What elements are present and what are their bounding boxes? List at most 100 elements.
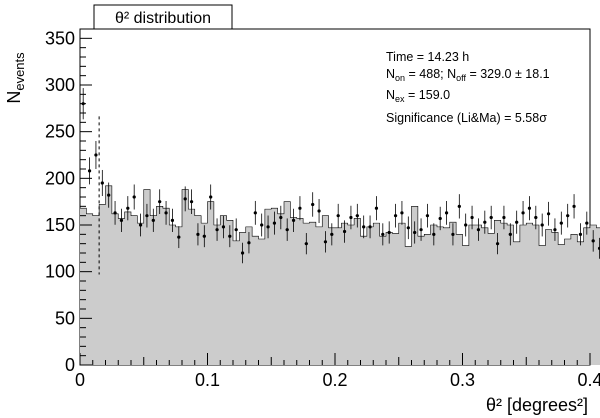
on-point-marker	[572, 204, 576, 208]
on-point-marker	[304, 242, 308, 246]
on-point-marker	[330, 232, 334, 236]
on-point	[291, 208, 296, 232]
on-point	[164, 200, 168, 225]
on-point-marker	[170, 218, 175, 222]
on-point-marker	[221, 225, 226, 229]
on-point	[285, 218, 289, 241]
on-point	[100, 169, 104, 197]
on-point-marker	[228, 234, 232, 238]
chart-title-box: θ² distribution	[93, 4, 233, 30]
n-on-sub: on	[395, 73, 405, 83]
on-point-marker	[164, 211, 168, 215]
on-point	[559, 211, 563, 235]
chart-title: θ² distribution	[115, 10, 211, 27]
x-tick-label: 0	[75, 370, 85, 390]
y-axis-title-sub: events	[12, 52, 27, 91]
y-axis-title: Nevents	[4, 52, 27, 104]
on-point-marker	[393, 214, 398, 218]
on-point-marker	[432, 232, 436, 236]
x-tick-label: 0.3	[450, 370, 475, 390]
on-point-marker	[476, 228, 481, 232]
on-point-marker	[291, 218, 296, 222]
n-ex-sub: ex	[395, 94, 405, 104]
on-point-marker	[374, 206, 379, 210]
on-point	[572, 194, 576, 219]
on-point-marker	[272, 221, 277, 225]
on-point	[177, 226, 181, 249]
on-point-marker	[508, 232, 512, 236]
on-point	[240, 242, 245, 264]
on-point	[362, 215, 366, 239]
on-point-marker	[438, 216, 442, 221]
on-point-marker	[578, 232, 583, 236]
stat-n-ex: Nex = 159.0	[386, 88, 450, 104]
on-point-marker	[113, 211, 117, 215]
on-point-marker	[495, 242, 500, 246]
off-histogram	[80, 185, 600, 365]
on-point-marker	[489, 215, 493, 220]
on-point-marker	[387, 230, 391, 235]
on-point-marker	[451, 232, 455, 236]
on-point	[272, 211, 277, 235]
on-point-marker	[355, 214, 359, 218]
on-point-marker	[597, 246, 600, 250]
on-point	[393, 203, 398, 228]
on-point	[87, 157, 92, 185]
axis-ticks	[79, 28, 591, 366]
on-point	[489, 205, 493, 230]
on-point	[553, 218, 557, 241]
on-point	[502, 205, 506, 230]
on-point-marker	[470, 215, 474, 220]
off-histogram-outline	[80, 185, 600, 247]
on-point	[495, 233, 500, 255]
on-point-marker	[183, 197, 187, 201]
on-point-marker	[317, 209, 321, 213]
on-point-marker	[260, 223, 264, 227]
on-point	[336, 203, 340, 228]
on-point-marker	[546, 212, 551, 216]
on-point	[425, 203, 430, 228]
x-tick-label: 0.1	[195, 370, 220, 390]
on-point	[400, 200, 404, 225]
x-tick-label: 0.4	[577, 370, 600, 390]
on-point	[515, 210, 519, 234]
on-point-marker	[591, 239, 595, 243]
on-point-marker	[534, 215, 538, 220]
on-point-marker	[585, 221, 589, 225]
on-point-marker	[483, 220, 487, 224]
on-point-marker	[444, 211, 449, 215]
on-point	[132, 184, 136, 210]
on-point	[119, 208, 124, 232]
on-point-marker	[527, 206, 532, 210]
stat-n-on-off: Non = 488; Noff = 329.0 ± 18.1	[386, 67, 550, 83]
on-point	[451, 223, 455, 246]
on-point	[342, 220, 347, 243]
on-point	[221, 215, 226, 239]
on-point-marker	[540, 223, 544, 227]
on-point-marker	[266, 225, 270, 229]
on-point-marker	[234, 228, 238, 232]
on-point-marker	[202, 234, 206, 238]
on-point-marker	[362, 225, 366, 229]
on-point	[94, 141, 98, 169]
on-point-marker	[521, 211, 525, 215]
y-tick-label: 250	[45, 122, 75, 142]
on-point-marker	[406, 226, 410, 230]
on-point	[158, 189, 162, 215]
on-point-marker	[279, 215, 283, 220]
y-tick-label: 150	[45, 215, 75, 235]
on-point-marker	[368, 225, 372, 229]
on-point	[330, 223, 334, 246]
on-point	[266, 215, 270, 239]
n-on-symbol: N	[386, 67, 395, 81]
on-point	[374, 196, 379, 221]
on-point	[413, 221, 417, 244]
on-point	[476, 218, 481, 241]
n-off-value: = 329.0 ± 18.1	[466, 67, 550, 81]
on-point	[457, 194, 461, 219]
on-point	[260, 213, 264, 237]
tick-labels: 0 0.1 0.2 0.3 0.4 0 50 100 150 200 250 300 350	[45, 28, 600, 390]
on-point	[349, 205, 353, 230]
on-point-marker	[87, 169, 92, 173]
on-point	[483, 210, 487, 234]
